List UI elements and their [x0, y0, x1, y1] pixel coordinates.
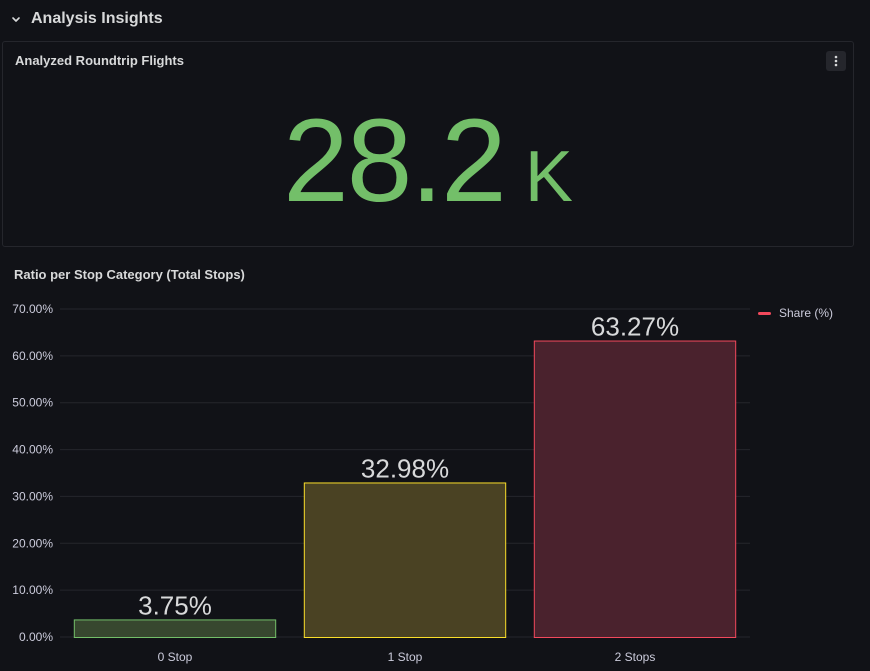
row-title[interactable]: Analysis Insights [31, 10, 163, 27]
legend-item[interactable]: Share (%) [758, 306, 833, 320]
y-tick-label: 40.00% [12, 443, 53, 457]
chart-panel: Ratio per Stop Category (Total Stops) [0, 254, 870, 671]
stat-unit: K [524, 137, 573, 217]
x-tick-label: 1 Stop [388, 650, 423, 664]
bar [303, 482, 507, 638]
legend-swatch [758, 311, 771, 315]
x-tick-label: 0 Stop [158, 650, 193, 664]
bar [73, 619, 277, 639]
data-label: 63.27% [591, 312, 679, 342]
legend-label: Share (%) [779, 306, 834, 320]
y-tick-label: 60.00% [12, 349, 53, 363]
row-header: Analysis Insights [0, 0, 870, 40]
more-vertical-icon [834, 55, 838, 67]
y-tick-label: 70.00% [12, 302, 53, 316]
y-tick-label: 50.00% [12, 396, 53, 410]
stat-number: 28.2 [283, 95, 507, 227]
data-label: 3.75% [138, 590, 212, 620]
stat-panel: Analyzed Roundtrip Flights 28.2 K [2, 41, 854, 247]
chevron-down-icon[interactable] [9, 12, 23, 26]
stat-value: 28.2 K [3, 102, 853, 236]
y-tick-label: 10.00% [12, 583, 53, 597]
y-tick-label: 0.00% [19, 630, 53, 644]
stat-panel-title: Analyzed Roundtrip Flights [15, 53, 184, 68]
panel-menu-button[interactable] [826, 51, 846, 71]
y-tick-label: 30.00% [12, 489, 53, 503]
data-label: 32.98% [361, 453, 449, 483]
x-tick-label: 2 Stops [615, 650, 656, 664]
y-tick-label: 20.00% [12, 536, 53, 550]
bar [533, 340, 737, 638]
chart-panel-title: Ratio per Stop Category (Total Stops) [14, 267, 245, 282]
